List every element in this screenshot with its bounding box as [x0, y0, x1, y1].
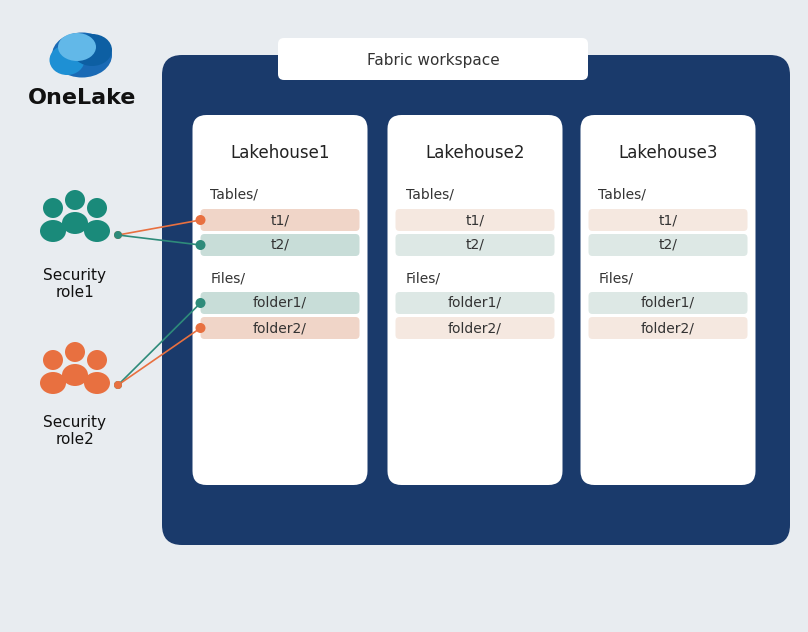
Text: folder1/: folder1/ — [641, 296, 695, 310]
FancyBboxPatch shape — [200, 234, 360, 256]
Ellipse shape — [72, 34, 112, 66]
Text: Security
role1: Security role1 — [44, 268, 107, 300]
Text: t2/: t2/ — [271, 238, 289, 252]
Ellipse shape — [62, 212, 88, 234]
Text: OneLake: OneLake — [27, 88, 137, 108]
Text: Tables/: Tables/ — [406, 188, 453, 202]
Ellipse shape — [52, 32, 112, 78]
FancyBboxPatch shape — [162, 55, 790, 545]
Text: Lakehouse3: Lakehouse3 — [618, 144, 718, 162]
Circle shape — [196, 240, 205, 250]
Text: folder2/: folder2/ — [253, 321, 307, 335]
FancyBboxPatch shape — [388, 115, 562, 485]
Circle shape — [114, 381, 122, 389]
Ellipse shape — [84, 220, 110, 242]
FancyBboxPatch shape — [395, 317, 554, 339]
Circle shape — [114, 381, 122, 389]
Text: Tables/: Tables/ — [211, 188, 259, 202]
FancyBboxPatch shape — [200, 209, 360, 231]
FancyBboxPatch shape — [395, 234, 554, 256]
FancyBboxPatch shape — [200, 317, 360, 339]
Text: folder1/: folder1/ — [448, 296, 502, 310]
Ellipse shape — [84, 372, 110, 394]
FancyBboxPatch shape — [588, 292, 747, 314]
Text: Security
role2: Security role2 — [44, 415, 107, 447]
Circle shape — [114, 231, 122, 239]
Circle shape — [87, 350, 107, 370]
Text: Fabric workspace: Fabric workspace — [367, 52, 499, 68]
Text: folder1/: folder1/ — [253, 296, 307, 310]
Text: t1/: t1/ — [465, 213, 485, 227]
Circle shape — [196, 323, 205, 333]
Text: folder2/: folder2/ — [448, 321, 502, 335]
Circle shape — [65, 190, 85, 210]
Circle shape — [196, 215, 205, 225]
Ellipse shape — [49, 45, 85, 75]
Circle shape — [196, 298, 205, 308]
Text: Files/: Files/ — [211, 271, 246, 285]
FancyBboxPatch shape — [278, 38, 588, 80]
Circle shape — [43, 198, 63, 218]
Text: t1/: t1/ — [659, 213, 677, 227]
FancyBboxPatch shape — [588, 317, 747, 339]
FancyBboxPatch shape — [192, 115, 368, 485]
Text: t1/: t1/ — [271, 213, 289, 227]
Circle shape — [65, 342, 85, 362]
Text: folder2/: folder2/ — [641, 321, 695, 335]
Text: Tables/: Tables/ — [599, 188, 646, 202]
Text: Lakehouse2: Lakehouse2 — [425, 144, 524, 162]
FancyBboxPatch shape — [588, 209, 747, 231]
Ellipse shape — [58, 33, 96, 61]
Text: Files/: Files/ — [406, 271, 440, 285]
FancyBboxPatch shape — [580, 115, 755, 485]
Circle shape — [43, 350, 63, 370]
Text: t2/: t2/ — [465, 238, 485, 252]
FancyBboxPatch shape — [395, 209, 554, 231]
Text: Lakehouse1: Lakehouse1 — [230, 144, 330, 162]
FancyBboxPatch shape — [395, 292, 554, 314]
Text: t2/: t2/ — [659, 238, 677, 252]
Circle shape — [87, 198, 107, 218]
Text: Files/: Files/ — [599, 271, 633, 285]
Ellipse shape — [40, 220, 66, 242]
FancyBboxPatch shape — [588, 234, 747, 256]
Circle shape — [114, 231, 122, 239]
FancyBboxPatch shape — [200, 292, 360, 314]
Ellipse shape — [40, 372, 66, 394]
Ellipse shape — [62, 364, 88, 386]
